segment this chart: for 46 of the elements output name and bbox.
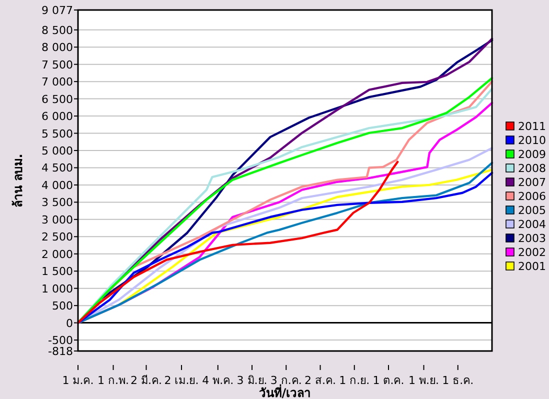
y-tick-label: 0 — [66, 316, 73, 330]
x-tick-label: 1 ม.ค. — [62, 374, 94, 387]
legend-label: 2002 — [518, 246, 546, 259]
x-tick-label: 4 พ.ค. — [202, 374, 234, 387]
y-tick-label: 4 500 — [42, 162, 73, 175]
x-tick-label: 2 เม.ย. — [164, 374, 199, 387]
legend-label: 2011 — [518, 120, 546, 133]
y-tick-label: 4 000 — [42, 178, 73, 192]
y-tick-label: 2 500 — [42, 230, 73, 244]
x-tick-label: 2 ส.ค. — [304, 374, 336, 387]
y-tick-label: 3 000 — [42, 213, 73, 226]
x-tick-label: 1 พ.ย. — [408, 374, 440, 387]
line-series — [76, 160, 399, 324]
y-tick-label: 500 — [52, 300, 73, 313]
y-tick-label: 8 500 — [42, 24, 73, 37]
y-tick-label: 1 500 — [42, 265, 73, 278]
y-tick-label: 8 000 — [42, 41, 73, 54]
y-tick-label: 2 000 — [42, 248, 73, 261]
y-axis-title: ล้าน ลบม. — [11, 154, 25, 208]
legend-label: 2003 — [518, 232, 546, 245]
legend-label: 2009 — [518, 148, 546, 161]
y-tick-label: 7 500 — [42, 58, 73, 72]
y-tick-label: 3 500 — [42, 196, 73, 210]
y-tick-label: 6 500 — [42, 92, 73, 106]
x-tick-label: 1 ก.พ. — [98, 374, 130, 387]
y-tick-label: 5 500 — [42, 127, 73, 140]
legend-label: 2001 — [518, 260, 546, 273]
legend-label: 2005 — [518, 204, 546, 217]
y-tick-label: 5 000 — [42, 144, 73, 158]
y-tick-label: -500 — [48, 334, 73, 348]
legend-label: 2007 — [518, 176, 546, 189]
y-tick-label: -818 — [48, 345, 73, 358]
x-axis-title: วันที่/เวลา — [258, 384, 312, 399]
x-tick-label: 1 ก.ย. — [339, 374, 370, 387]
x-tick-label: 1 ธ.ค. — [442, 374, 474, 387]
y-tick-label: 7 000 — [42, 76, 73, 89]
legend-label: 2006 — [518, 190, 546, 203]
legend-label: 2004 — [518, 218, 546, 231]
legend-label: 2010 — [518, 134, 546, 147]
y-tick-label: 1 000 — [42, 282, 73, 296]
y-tick-label: 9 077 — [42, 4, 73, 17]
legend-label: 2008 — [518, 162, 546, 175]
y-tick-label: 6 000 — [42, 110, 73, 124]
x-tick-label: 2 มี.ค. — [130, 374, 162, 387]
x-tick-label: 1 ต.ค. — [372, 374, 404, 387]
x-tick-label: 3 มิ.ย. — [236, 374, 268, 387]
